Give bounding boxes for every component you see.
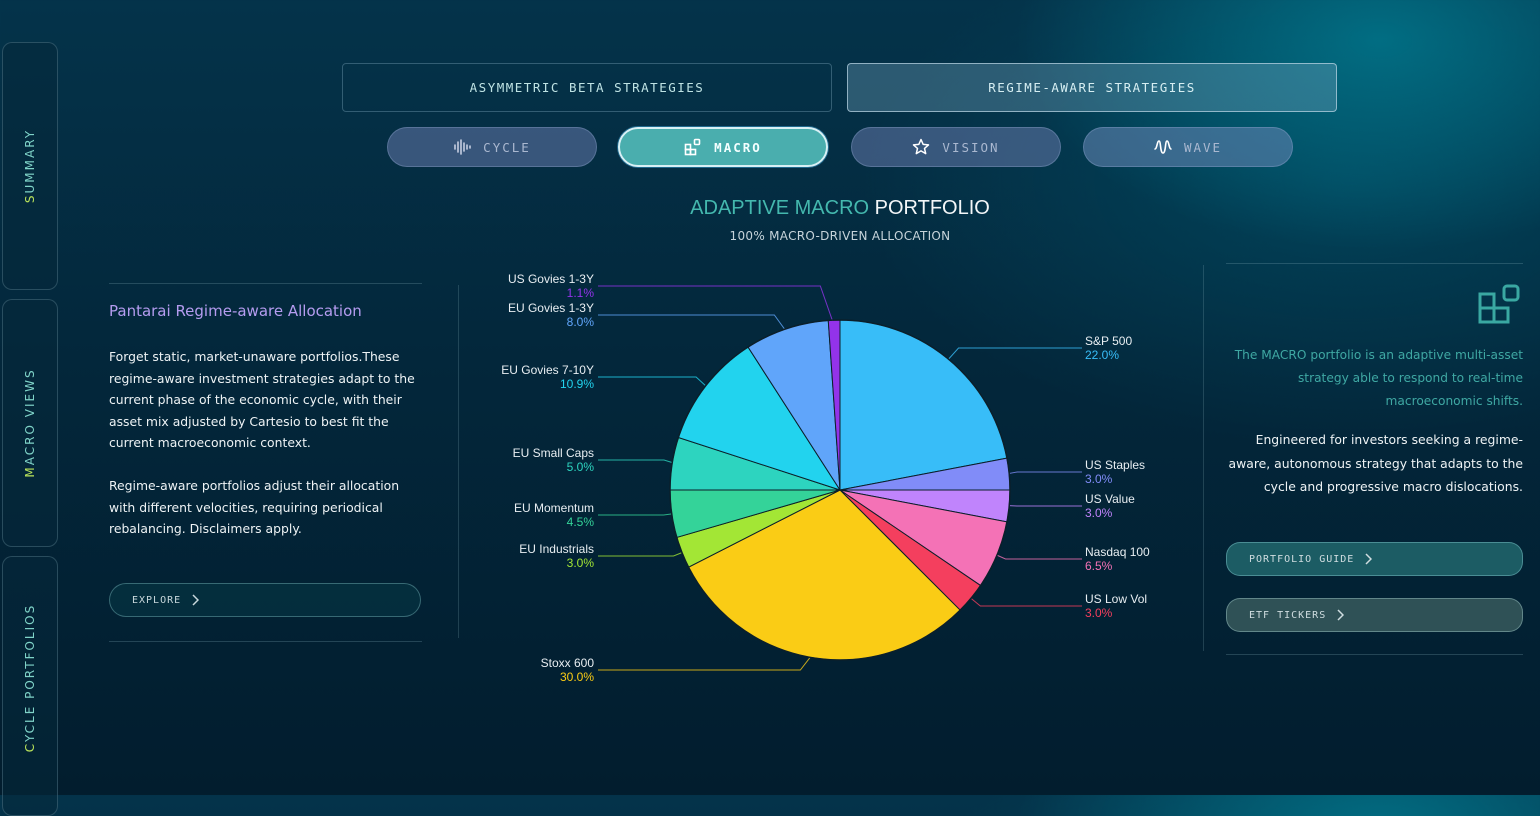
grid-blocks-icon: [684, 138, 701, 156]
chevron-right-icon: [1365, 553, 1373, 565]
slice-name-label: EU Small Caps: [513, 446, 594, 460]
slice-percent-label: 30.0%: [560, 670, 594, 684]
leader-line: [598, 549, 688, 557]
panel-description: Engineered for investors seeking a regim…: [1228, 432, 1523, 494]
right-info-panel: The MACRO portfolio is an adaptive multi…: [1226, 263, 1523, 655]
pill-cycle[interactable]: CYCLE: [387, 127, 597, 167]
star-icon: [913, 138, 930, 155]
leader-line: [1003, 471, 1082, 476]
grid-blocks-icon: [1478, 284, 1520, 324]
slice-percent-label: 10.9%: [560, 377, 594, 391]
slice-percent-label: 3.0%: [567, 556, 595, 570]
leader-line: [1003, 504, 1082, 507]
slice-name-label: Stoxx 600: [541, 656, 595, 670]
slice-name-label: EU Industrials: [519, 542, 594, 556]
panel-paragraph: Regime-aware portfolios adjust their all…: [109, 478, 400, 536]
sidebar-tab-label: CYCLE PORTFOLIOS: [23, 604, 37, 753]
sidebar-tab-cycle-portfolios[interactable]: CYCLE PORTFOLIOS: [2, 556, 58, 816]
left-info-panel: Pantarai Regime-aware Allocation Forget …: [109, 283, 422, 642]
pill-label: MACRO: [714, 139, 762, 155]
portfolio-guide-label: PORTFOLIO GUIDE: [1249, 553, 1355, 565]
explore-label: EXPLORE: [132, 594, 182, 606]
sidebar-tab-label: MACRO VIEWS: [23, 368, 37, 478]
slice-percent-label: 6.5%: [1085, 559, 1113, 573]
slice-name-label: EU Govies 1-3Y: [508, 301, 594, 315]
portfolio-guide-button[interactable]: PORTFOLIO GUIDE: [1226, 542, 1523, 576]
leader-line: [966, 594, 1082, 607]
sidebar-tab-label: SUMMARY: [23, 128, 37, 204]
divider: [458, 285, 459, 638]
chart-subtitle: 100% MACRO-DRIVEN ALLOCATION: [729, 229, 951, 243]
explore-button[interactable]: EXPLORE: [109, 583, 421, 617]
tab-regime-aware[interactable]: REGIME-AWARE STRATEGIES: [847, 63, 1337, 112]
leader-line: [991, 552, 1082, 560]
leader-line: [598, 376, 711, 391]
panel-title: Pantarai Regime-aware Allocation: [109, 302, 362, 320]
pill-macro[interactable]: MACRO: [618, 127, 828, 167]
tab-asymmetric-beta[interactable]: ASYMMETRIC BETA STRATEGIES: [342, 63, 832, 112]
slice-name-label: US Low Vol: [1085, 592, 1147, 606]
slice-percent-label: 1.1%: [567, 286, 595, 300]
sidebar-tab-macro-views[interactable]: MACRO VIEWS: [2, 299, 58, 547]
leader-line: [598, 651, 815, 671]
wave-icon: [1154, 140, 1172, 154]
slice-percent-label: 5.0%: [567, 460, 595, 474]
divider: [1203, 265, 1204, 651]
slice-percent-label: 8.0%: [567, 315, 595, 329]
slice-name-label: US Value: [1085, 492, 1135, 506]
slice-name-label: EU Momentum: [514, 501, 594, 515]
slice-name-label: S&P 500: [1085, 334, 1132, 348]
chevron-right-icon: [192, 594, 200, 606]
leader-line: [598, 314, 789, 335]
waveform-icon: [454, 139, 471, 155]
pill-label: WAVE: [1183, 139, 1223, 155]
pill-label: VISION: [942, 139, 1000, 155]
panel-description-teal: The MACRO portfolio is an adaptive multi…: [1234, 348, 1523, 408]
slice-name-label: EU Govies 7-10Y: [501, 363, 594, 377]
pill-wave[interactable]: WAVE: [1083, 127, 1293, 167]
etf-tickers-button[interactable]: ETF TICKERS: [1226, 598, 1523, 632]
etf-tickers-label: ETF TICKERS: [1249, 609, 1327, 621]
slice-percent-label: 22.0%: [1085, 348, 1119, 362]
slice-percent-label: 3.0%: [1085, 506, 1113, 520]
pill-label: CYCLE: [483, 139, 531, 155]
leader-line: [598, 285, 835, 327]
leader-line: [598, 512, 678, 516]
chart-title: ADAPTIVE MACRO PORTFOLIO: [690, 197, 990, 219]
leader-line: [598, 459, 679, 465]
slice-name-label: US Govies 1-3Y: [508, 272, 594, 286]
slice-percent-label: 3.0%: [1085, 472, 1113, 486]
sidebar-tab-summary[interactable]: SUMMARY: [2, 42, 58, 290]
leader-line: [944, 347, 1082, 364]
panel-paragraph: Forget static, market-unaware portfolios…: [109, 349, 415, 450]
slice-percent-label: 4.5%: [567, 515, 595, 529]
slice-name-label: US Staples: [1085, 458, 1145, 472]
pill-vision[interactable]: VISION: [851, 127, 1061, 167]
slice-name-label: Nasdaq 100: [1085, 545, 1150, 559]
slice-percent-label: 3.0%: [1085, 606, 1113, 620]
chevron-right-icon: [1337, 609, 1345, 621]
